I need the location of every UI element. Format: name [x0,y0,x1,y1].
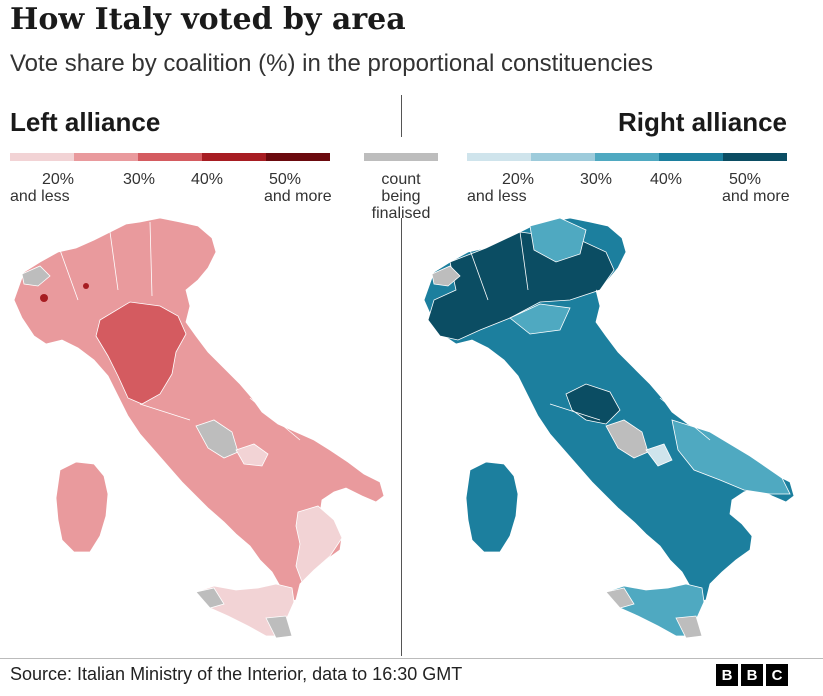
left-legend-high-text: and more [264,188,332,205]
bbc-logo-c: C [766,664,788,686]
left-legend-30: 30% [122,171,156,188]
source-divider [0,658,823,659]
no-data-label-1: count [381,171,421,188]
left-legend-swatch-2 [74,153,138,161]
right-legend-swatch-4 [659,153,723,161]
source-note: Source: Italian Ministry of the Interior… [10,664,463,684]
right-legend-30: 30% [579,171,613,188]
left-alliance-heading: Left alliance [10,107,161,137]
no-data-label-3: finalised [371,205,431,222]
right-legend-high-value: 50% [728,171,762,188]
right-legend-swatch-5 [723,153,787,161]
right-legend-swatch-1 [467,153,531,161]
left-legend-40: 40% [190,171,224,188]
left-legend-swatch-4 [202,153,266,161]
right-legend-swatch-2 [531,153,595,161]
chart-title: How Italy voted by area [10,2,406,37]
no-data-swatch [364,153,438,161]
right-legend-high-text: and more [722,188,790,205]
no-data-label-2: being [381,188,421,205]
left-legend-low: 20% [10,171,74,188]
right-legend-swatch-3 [595,153,659,161]
panel-divider-top [401,95,402,137]
left-legend-swatch-1 [10,153,74,161]
left-alliance-map [13,217,385,639]
left-legend-low-value: 20% [41,171,74,188]
right-alliance-map [423,217,795,639]
left-legend-scale [10,153,330,161]
italy-maps [13,217,795,639]
right-legend-scale [467,153,787,161]
left-legend-swatch-5 [266,153,330,161]
chart-subtitle: Vote share by coalition (%) in the propo… [10,50,654,77]
bbc-logo: B B C [716,664,788,686]
left-legend-high-value: 50% [268,171,302,188]
left-legend-low-text: and less [10,188,70,205]
bbc-logo-b1: B [716,664,738,686]
right-legend-low-text: and less [467,188,527,205]
right-legend-40: 40% [649,171,683,188]
right-legend-low-value: 20% [501,171,534,188]
right-alliance-heading: Right alliance [617,107,787,137]
bbc-logo-b2: B [741,664,763,686]
panel-divider-bottom [401,218,402,656]
left-legend-swatch-3 [138,153,202,161]
